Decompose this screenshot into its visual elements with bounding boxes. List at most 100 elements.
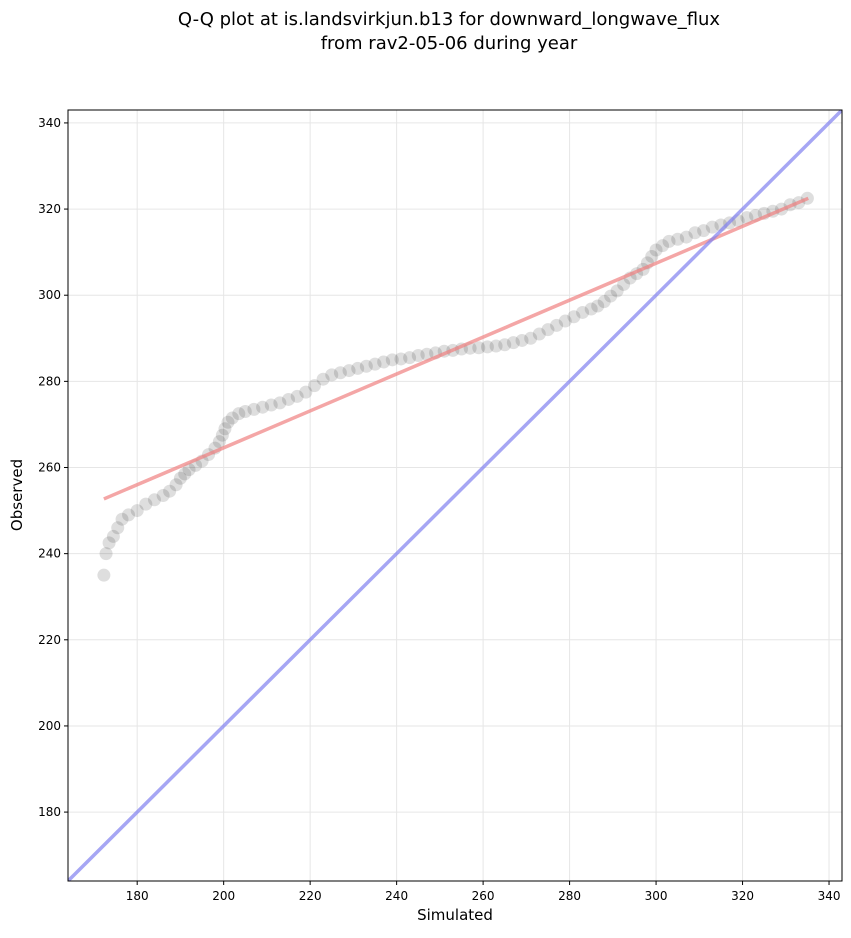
qq-point <box>111 521 125 535</box>
qq-point <box>173 471 187 485</box>
qq-point <box>299 385 313 399</box>
qq-point <box>617 277 631 291</box>
qq-point <box>550 318 564 332</box>
qq-point <box>411 349 425 363</box>
x-tick-label: 300 <box>645 889 668 903</box>
plot-area <box>68 110 842 881</box>
qq-point <box>403 351 417 365</box>
qq-point <box>610 284 624 298</box>
qq-point <box>679 230 693 244</box>
qq-point <box>524 331 538 345</box>
qq-point <box>480 340 494 354</box>
qq-point <box>264 398 278 412</box>
qq-point <box>238 405 252 419</box>
qq-point <box>102 536 116 550</box>
qq-point <box>169 478 183 492</box>
qq-point <box>645 249 659 263</box>
qq-point <box>558 314 572 328</box>
qq-point <box>368 357 382 371</box>
y-tick-label: 280 <box>38 374 61 388</box>
qq-point <box>584 302 598 316</box>
y-tick-label: 340 <box>38 116 61 130</box>
fit-line <box>103 196 809 501</box>
y-tick-label: 200 <box>38 719 61 733</box>
qq-point <box>515 333 529 347</box>
x-axis-label: Simulated <box>417 906 493 924</box>
qq-point <box>182 463 196 477</box>
qq-point <box>106 529 120 543</box>
y-tick-label: 240 <box>38 547 61 561</box>
qq-point <box>290 389 304 403</box>
qq-point <box>671 232 685 246</box>
y-axis-label: Observed <box>8 459 26 531</box>
qq-point <box>359 359 373 373</box>
qq-point <box>420 347 434 361</box>
x-tick-label: 180 <box>126 889 149 903</box>
qq-point <box>156 489 170 502</box>
qq-point <box>498 338 512 352</box>
qq-point <box>212 435 226 449</box>
qq-point <box>604 289 618 303</box>
x-tick-label: 320 <box>731 889 754 903</box>
qq-point <box>567 310 581 324</box>
y-tick-label: 180 <box>38 805 61 819</box>
qq-point <box>342 364 356 378</box>
qq-point <box>97 568 111 582</box>
qq-point <box>705 220 719 234</box>
reference-line <box>68 110 842 881</box>
qq-point <box>256 400 270 414</box>
qq-point <box>282 392 296 406</box>
qq-point <box>247 402 261 416</box>
y-tick-label: 220 <box>38 633 61 647</box>
qq-point <box>351 361 365 375</box>
qq-point <box>333 366 347 380</box>
x-tick-label: 340 <box>818 889 841 903</box>
qq-point <box>740 211 754 225</box>
qq-point <box>316 372 330 386</box>
y-axis-ticks: 180 200 220 240 260 280 300 320 340 <box>38 116 68 819</box>
grid-lines <box>68 110 842 881</box>
qq-point <box>662 234 676 248</box>
qq-point <box>656 239 670 253</box>
qq-point <box>489 339 503 353</box>
x-tick-label: 240 <box>385 889 408 903</box>
qq-point <box>532 327 546 341</box>
x-tick-label: 260 <box>472 889 495 903</box>
qq-point <box>385 353 399 367</box>
qq-point <box>394 352 408 366</box>
qq-point <box>130 504 144 518</box>
chart-title: Q-Q plot at is.landsvirkjun.b13 for down… <box>178 9 721 30</box>
chart-subtitle: from rav2-05-06 during year <box>321 33 578 54</box>
qq-point <box>218 422 232 436</box>
qq-point <box>139 497 153 511</box>
qq-point <box>225 411 239 425</box>
qq-point <box>122 508 136 522</box>
qq-point <box>99 547 113 561</box>
qq-point <box>232 407 246 421</box>
x-tick-label: 220 <box>299 889 322 903</box>
qq-point <box>576 305 590 319</box>
y-tick-label: 320 <box>38 202 61 216</box>
qq-point <box>325 368 339 382</box>
qq-point <box>506 336 520 350</box>
qq-point <box>591 299 605 313</box>
qq-point <box>377 355 391 369</box>
qq-point <box>541 323 555 337</box>
qq-point <box>163 484 177 498</box>
qq-point <box>273 396 287 410</box>
x-tick-label: 280 <box>558 889 581 903</box>
qq-point <box>221 415 235 429</box>
y-tick-label: 260 <box>38 461 61 475</box>
qq-point <box>688 226 702 240</box>
x-tick-label: 200 <box>212 889 235 903</box>
plot-frame <box>67 109 843 882</box>
y-tick-label: 300 <box>38 288 61 302</box>
qq-point <box>147 493 161 507</box>
qq-point <box>307 379 321 393</box>
qq-point <box>215 428 229 442</box>
x-axis-ticks: 180 200 220 240 260 280 300 320 340 <box>126 881 841 903</box>
qq-point <box>697 224 711 238</box>
qq-point <box>649 243 663 257</box>
qq-point <box>178 467 192 481</box>
